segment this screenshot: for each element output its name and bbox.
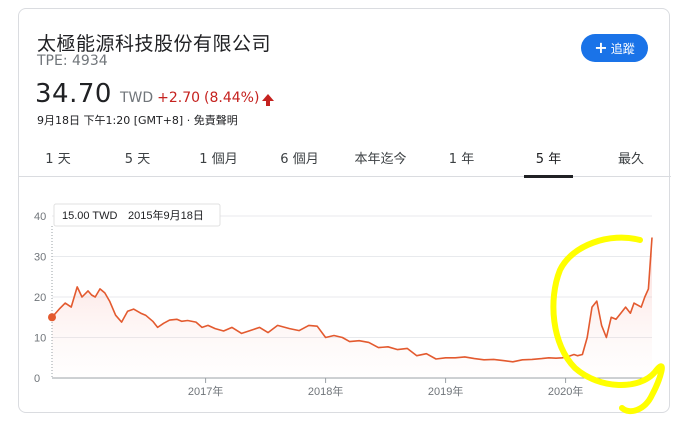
price-row: 34.70 TWD +2.70 (8.44%) [35, 79, 275, 109]
tab-1y[interactable]: 1 年 [448, 151, 475, 167]
follow-button-label: 追蹤 [610, 41, 635, 56]
currency-label: TWD [119, 90, 154, 106]
tooltip-date: 2015年9月18日 [128, 208, 204, 222]
ticker-symbol: TPE: 4934 [37, 53, 108, 69]
tab-6m[interactable]: 6 個月 [280, 151, 319, 167]
price-change: +2.70 [157, 90, 201, 106]
yellow-highlight-annotation [550, 234, 665, 415]
x-tick-label: 2018年 [308, 384, 343, 398]
time-range-tabs: 1 天 5 天 1 個月 6 個月 本年迄今 1 年 5 年 最久 [19, 137, 671, 178]
tab-5y[interactable]: 5 年 [524, 137, 573, 178]
quote-timestamp: 9月18日 下午1:20 [GMT+8] · 免責聲明 [37, 114, 238, 127]
hover-cursor-dot [48, 313, 56, 322]
tab-ytd[interactable]: 本年迄今 [354, 151, 407, 167]
price-series-line [51, 237, 653, 363]
y-tick-label: 20 [34, 292, 46, 304]
y-tick-label: 40 [34, 211, 46, 223]
price-area-fill [52, 237, 652, 378]
tab-max[interactable]: 最久 [617, 151, 644, 167]
tooltip-box [53, 203, 221, 227]
plus-icon: + [594, 38, 608, 57]
y-tick-label: 0 [34, 373, 40, 385]
arrow-up-icon [262, 94, 275, 106]
company-name: 太極能源科技股份有限公司 [37, 33, 272, 55]
x-tick-label: 2019年 [428, 384, 463, 398]
x-tick-label: 2017年 [188, 384, 223, 398]
price-change-percent: (8.44%) [204, 90, 260, 106]
x-tick-label: 2020年 [548, 384, 583, 398]
tooltip: 15.00 TWD 2015年9月18日 [53, 203, 221, 227]
tab-5d[interactable]: 5 天 [124, 151, 151, 167]
tab-1m[interactable]: 1 個月 [199, 151, 238, 167]
follow-button[interactable]: + 追蹤 [581, 34, 648, 62]
tooltip-value: 15.00 TWD [62, 210, 117, 222]
current-price: 34.70 [35, 79, 112, 109]
y-tick-label: 10 [34, 333, 46, 345]
y-tick-label: 30 [34, 252, 46, 264]
tab-1d[interactable]: 1 天 [45, 151, 71, 167]
